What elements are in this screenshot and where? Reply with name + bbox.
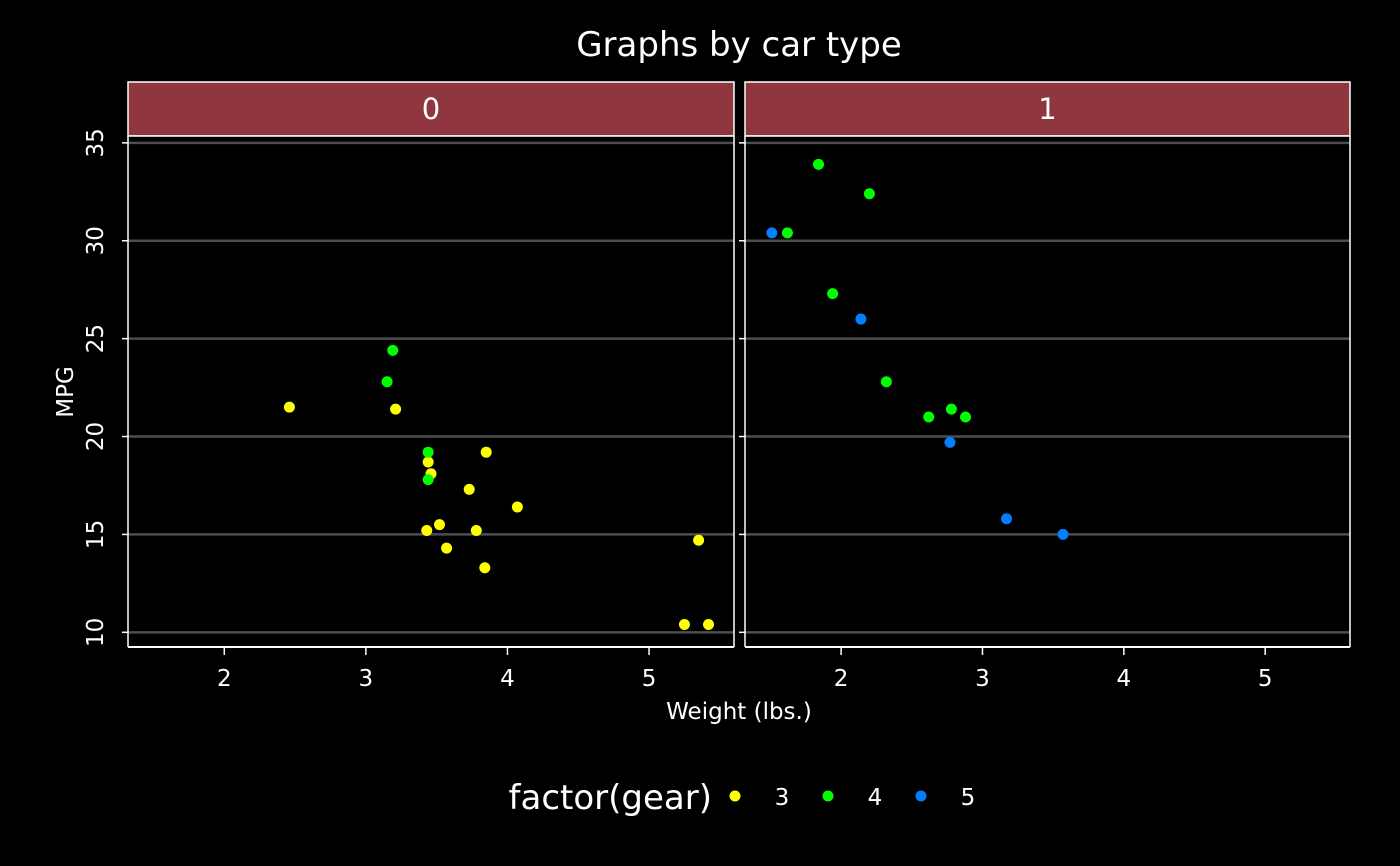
data-point-1-0 (923, 411, 935, 423)
data-point-0-8 (422, 474, 434, 486)
legend-label-5: 5 (961, 785, 976, 811)
x-tick-label-2: 2 (217, 666, 232, 692)
data-point-1-10 (944, 436, 956, 448)
panels: 0 2 3 4 5 1 2 3 4 5 10 15 20 25 30 35 (83, 81, 1351, 692)
legend: factor(gear) 3 4 5 (509, 778, 976, 818)
plot-area-0 (128, 136, 734, 647)
legend-key-5 (915, 790, 927, 802)
data-point-0-17 (479, 562, 491, 574)
data-point-0-0 (283, 401, 295, 413)
data-point-1-5 (813, 158, 825, 170)
legend-key-3 (729, 790, 741, 802)
data-point-0-2 (422, 456, 434, 468)
strip-label-0: 0 (422, 92, 440, 126)
y-tick-label-10: 10 (83, 618, 109, 647)
data-point-0-13 (703, 618, 715, 630)
x-tick-label-3: 3 (359, 666, 374, 692)
strip-0 (127, 81, 735, 137)
y-axis-label: MPG (53, 366, 79, 418)
data-point-1-8 (766, 227, 778, 239)
x-tick-label-5: 5 (1258, 666, 1273, 692)
data-point-0-1 (390, 403, 402, 415)
y-tick-label-30: 30 (83, 226, 109, 255)
data-point-0-12 (678, 618, 690, 630)
strip-1 (744, 81, 1351, 137)
data-point-0-5 (387, 344, 399, 356)
data-point-0-4 (441, 542, 453, 554)
data-point-1-9 (1001, 513, 1013, 525)
data-point-0-18 (480, 446, 492, 458)
data-point-1-1 (960, 411, 972, 423)
data-point-1-6 (827, 288, 839, 300)
x-tick-label-4: 4 (1117, 666, 1132, 692)
y-tick-label-35: 35 (83, 128, 109, 157)
data-point-0-11 (470, 525, 482, 537)
chart-title: Graphs by car type (576, 25, 902, 65)
y-tick-label-25: 25 (83, 324, 109, 353)
data-point-0-15 (433, 519, 445, 531)
data-point-0-14 (693, 534, 705, 546)
x-tick-label-4: 4 (500, 666, 515, 692)
data-point-1-7 (855, 313, 867, 325)
legend-label-3: 3 (775, 785, 790, 811)
data-point-1-4 (781, 227, 793, 239)
y-tick-labels: 10 15 20 25 30 35 (83, 128, 109, 647)
data-point-0-7 (422, 446, 434, 458)
x-axis-label: Weight (lbs.) (666, 699, 812, 725)
y-tick-label-20: 20 (83, 422, 109, 451)
legend-title: factor(gear) (509, 778, 712, 818)
data-point-0-10 (463, 483, 475, 495)
x-tick-label-3: 3 (975, 666, 990, 692)
data-point-1-3 (863, 188, 875, 200)
data-point-0-6 (381, 376, 393, 388)
data-point-1-12 (945, 403, 957, 415)
panel-0: 0 2 3 4 5 (122, 81, 735, 692)
panel-1: 1 2 3 4 5 (739, 81, 1351, 692)
data-point-1-11 (1057, 528, 1069, 540)
data-point-0-9 (511, 501, 523, 513)
x-tick-label-5: 5 (642, 666, 657, 692)
plot-area-1 (745, 136, 1350, 647)
data-point-1-2 (880, 376, 892, 388)
legend-key-4 (822, 790, 834, 802)
legend-label-4: 4 (868, 785, 883, 811)
data-point-0-16 (421, 525, 433, 537)
y-tick-label-15: 15 (83, 520, 109, 549)
x-tick-label-2: 2 (834, 666, 849, 692)
strip-label-1: 1 (1038, 92, 1056, 126)
